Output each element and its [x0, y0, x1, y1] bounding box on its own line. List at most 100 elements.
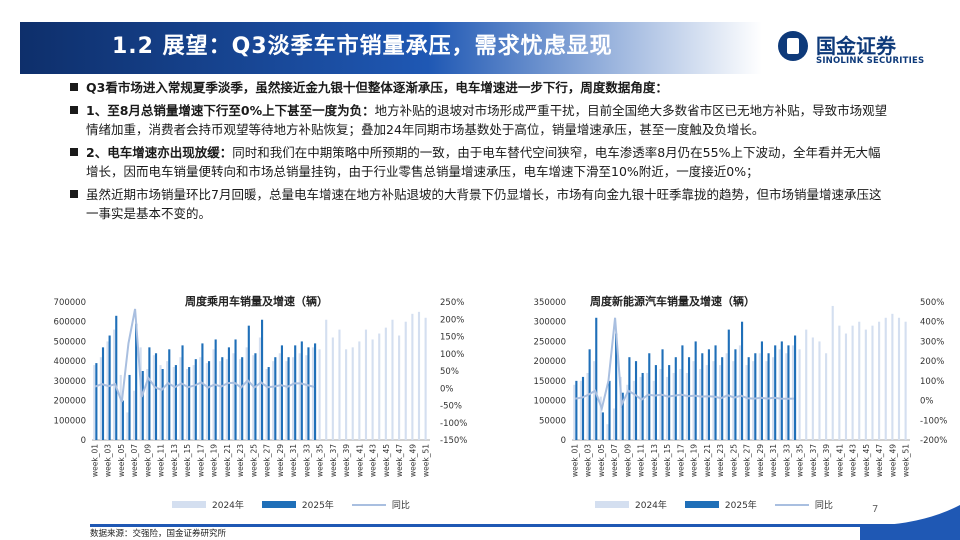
bullet-text: 地方补贴的退坡对市场形成严重干扰，目前全国绝大多数省市区已无地方补贴，导致市场观… [86, 103, 888, 137]
bar-2024 [712, 361, 715, 440]
bar-2024 [811, 337, 814, 440]
x-tick-label: week_07 [610, 444, 619, 477]
company-logo: 国金证券 SINOLINK SECURITIES [778, 30, 948, 70]
bar-2024 [364, 329, 368, 440]
bar-2024 [692, 361, 695, 440]
legend-swatch [684, 501, 719, 508]
x-tick-label: week_35 [796, 444, 805, 477]
bar-2025 [168, 349, 171, 440]
bar-2025 [188, 367, 191, 440]
bar-2025 [714, 345, 717, 440]
bar-2025 [307, 347, 310, 440]
x-tick-label: week_17 [196, 444, 205, 477]
legend-item-2024: 2024年 [595, 498, 667, 511]
bar-2025 [727, 329, 730, 440]
bar-2024 [391, 319, 394, 440]
chart-title-nev: 周度新能源汽车销量及增速（辆） [590, 295, 755, 308]
x-tick-label: week_07 [130, 444, 139, 477]
x-tick-label: week_33 [302, 444, 311, 477]
x-tick-label: week_37 [329, 444, 338, 477]
legend-swatch [172, 501, 206, 508]
bar-2025 [581, 376, 585, 440]
bar-2024 [825, 353, 828, 440]
data-source: 数据来源：交强险，国金证券研究所 [90, 529, 227, 539]
x-tick-label: week_09 [143, 444, 152, 477]
x-tick-label: week_15 [663, 444, 672, 477]
x-tick-label: week_41 [355, 444, 364, 477]
bar-2024 [599, 396, 602, 440]
x-tick-label: week_25 [729, 444, 738, 477]
bar-2025 [314, 343, 317, 440]
bar-2025 [741, 321, 744, 440]
y-left-tick-label: 0 [81, 436, 86, 446]
bar-2025 [161, 369, 164, 440]
x-tick-label: week_43 [369, 444, 378, 477]
bar-2024 [325, 319, 328, 440]
bar-2024 [358, 341, 361, 440]
y-right-tick-label: 0% [920, 397, 934, 407]
logo-name-cn: 国金证券 [816, 34, 896, 58]
bar-2025 [575, 380, 578, 440]
bar-2025 [621, 392, 624, 440]
y-left-tick-label: 400000 [54, 357, 86, 367]
bullet-3: 虽然近期市场销量环比7月回暖，总量电车增速在地方补贴退坡的大背景下仍显增长，市场… [70, 185, 890, 223]
y-left-tick-label: 0 [561, 436, 566, 446]
x-tick-label: week_01 [90, 444, 99, 477]
bullet-text: 同时和我们在中期策略中所预期的一致，由于电车替代空间狭窄，电车渗透率8月仍在55… [86, 145, 881, 179]
chart-passenger: 700000 600000 500000 400000 300000 200000 1000… [54, 298, 468, 477]
bar-2024 [245, 347, 248, 440]
bar-2025 [254, 353, 257, 440]
legend-label: 2025年 [301, 501, 334, 511]
y-left-tick-label: 50000 [539, 416, 566, 426]
x-tick-label: week_43 [849, 444, 858, 477]
x-tick-label: week_31 [769, 444, 778, 477]
x-tick-label: week_29 [276, 444, 285, 477]
bar-2024 [765, 361, 768, 440]
bar-2025 [601, 412, 604, 440]
bar-2024 [166, 361, 169, 440]
bar-2025 [227, 347, 230, 440]
x-tick-label: week_11 [157, 444, 166, 477]
bar-2025 [615, 333, 618, 440]
logo-name-en: SINOLINK SECURITIES [816, 56, 925, 66]
y-left-tick-label: 350000 [534, 298, 566, 308]
bar-2024 [331, 337, 334, 440]
bar-2024 [831, 305, 834, 440]
bar-2025 [694, 341, 697, 440]
y-right-tick-label: -100% [440, 419, 467, 429]
bar-2024 [298, 353, 301, 440]
bar-2025 [267, 367, 270, 440]
bar-2025 [287, 357, 290, 440]
bar-2025 [734, 349, 737, 440]
bar-2024 [884, 317, 887, 440]
bar-2024 [878, 321, 881, 440]
bar-2024 [745, 365, 748, 440]
bar-2024 [185, 369, 189, 440]
bar-2024 [798, 349, 801, 440]
x-tick-label: week_05 [117, 444, 126, 477]
bar-2024 [219, 361, 222, 440]
bar-2025 [128, 374, 131, 440]
bullet-square-icon [70, 190, 78, 198]
bar-2024 [858, 321, 861, 440]
bar-2024 [844, 333, 848, 440]
bullet-list: Q3看市场进入常规夏季淡季，虽然接近金九银十但整体逐渐承压，电车增速进一步下行，… [70, 78, 890, 227]
y-left-tick-label: 150000 [534, 377, 566, 387]
bar-2025 [608, 380, 611, 440]
x-tick-label: week_41 [835, 444, 844, 477]
y-left-tick-label: 600000 [54, 318, 86, 328]
bar-2024 [238, 359, 242, 440]
bar-2025 [300, 341, 303, 440]
bar-2024 [159, 365, 162, 440]
bar-2024 [272, 361, 275, 440]
x-tick-label: week_49 [408, 444, 417, 477]
bar-2025 [794, 335, 797, 440]
bar-2024 [818, 341, 821, 440]
bar-2024 [646, 372, 649, 440]
bar-2025 [707, 349, 710, 440]
bar-2024 [285, 361, 288, 440]
x-tick-label: week_27 [743, 444, 752, 477]
y-right-tick-label: 500% [920, 298, 944, 308]
legend-swatch [595, 501, 629, 508]
y-right-tick-label: 300% [920, 337, 944, 347]
